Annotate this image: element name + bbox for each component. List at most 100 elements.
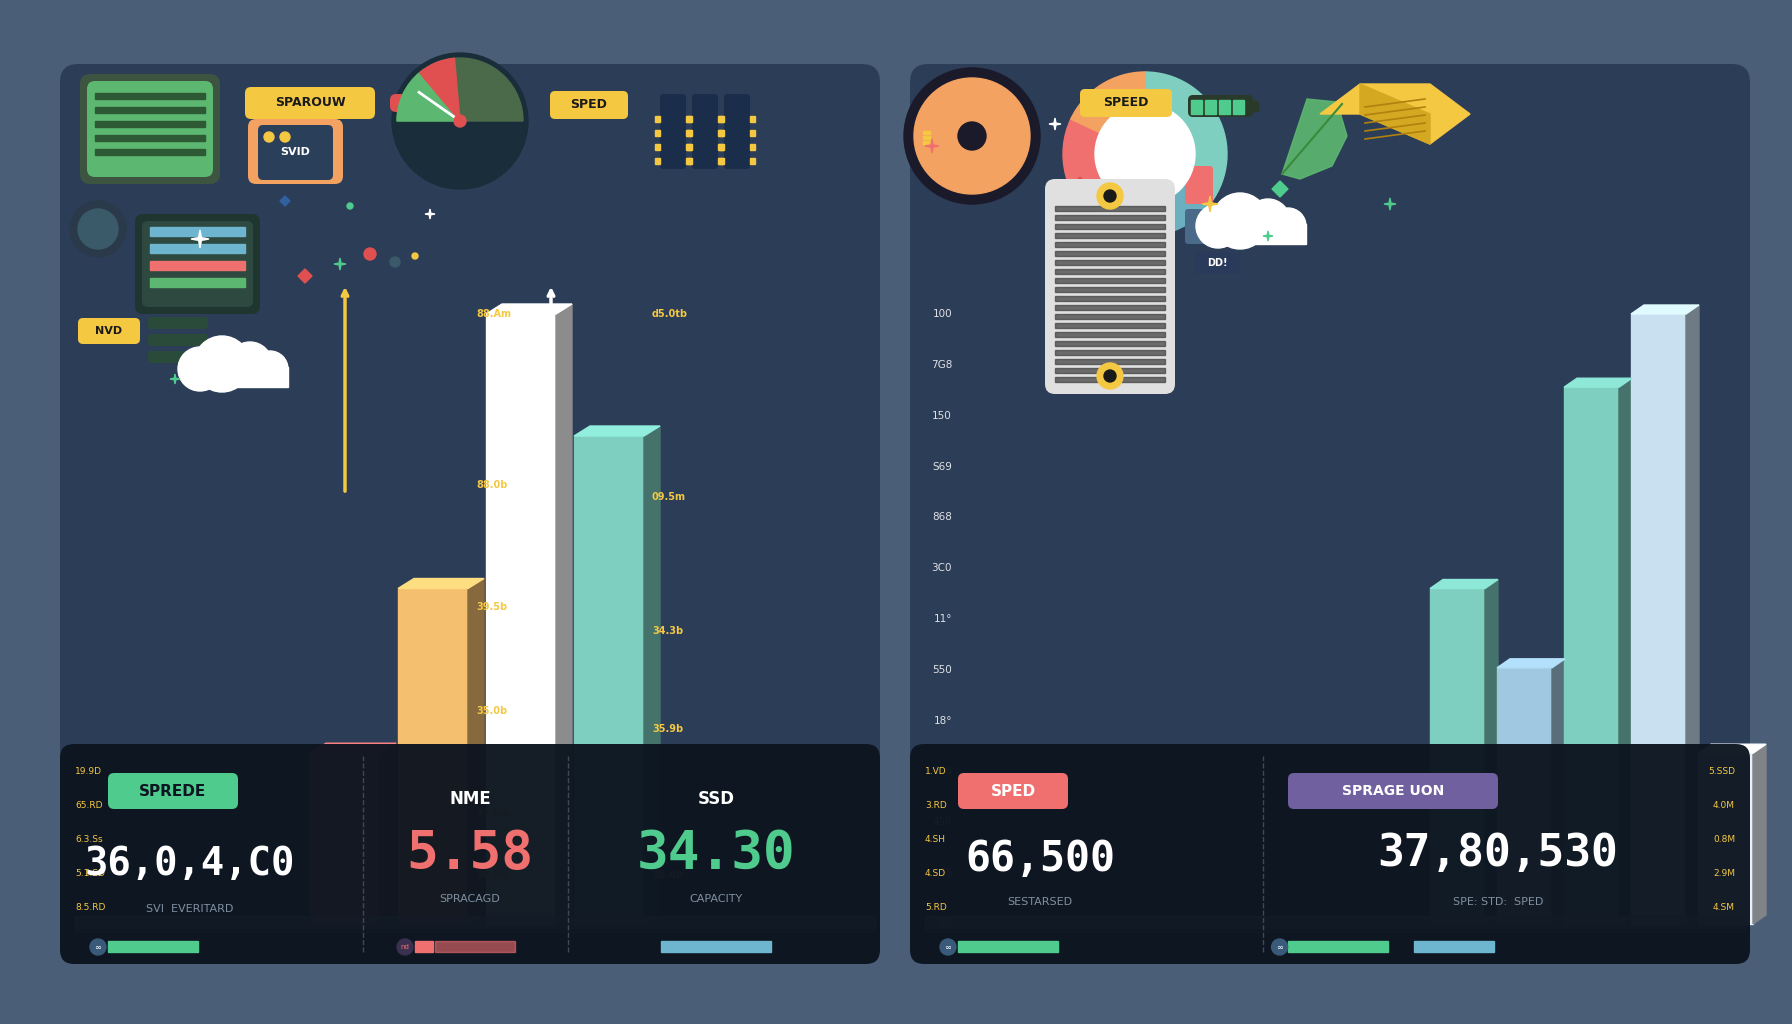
Bar	[719, 144, 722, 150]
Polygon shape	[573, 426, 659, 436]
Bar	[656, 130, 659, 136]
Text: 36,0,4,C0: 36,0,4,C0	[84, 845, 296, 883]
Polygon shape	[1552, 658, 1564, 924]
Polygon shape	[1281, 99, 1348, 179]
Bar	[1055, 242, 1165, 247]
Bar	[75, 916, 874, 928]
FancyBboxPatch shape	[108, 773, 238, 809]
Polygon shape	[1047, 244, 1057, 254]
Bar	[656, 144, 659, 150]
Text: SPRAGE UON: SPRAGE UON	[1342, 784, 1444, 798]
Bar	[686, 130, 692, 136]
Text: SVID: SVID	[280, 147, 310, 157]
Text: 11°: 11°	[934, 614, 952, 624]
FancyBboxPatch shape	[81, 74, 220, 184]
Bar	[108, 941, 197, 952]
Bar	[1055, 251, 1165, 256]
Bar	[719, 144, 724, 150]
Bar	[719, 130, 724, 136]
Bar	[1055, 269, 1165, 274]
Circle shape	[79, 209, 118, 249]
Polygon shape	[1383, 198, 1396, 210]
Circle shape	[194, 336, 251, 392]
Polygon shape	[1631, 305, 1699, 314]
Circle shape	[70, 201, 125, 257]
Polygon shape	[1321, 84, 1469, 144]
Bar	[751, 144, 754, 150]
FancyBboxPatch shape	[391, 94, 443, 112]
Text: 0.8M: 0.8M	[1713, 836, 1735, 845]
Circle shape	[941, 939, 955, 955]
Polygon shape	[556, 304, 572, 924]
Text: 868: 868	[932, 512, 952, 522]
Circle shape	[1271, 208, 1306, 244]
Bar	[197, 367, 289, 387]
FancyBboxPatch shape	[88, 81, 213, 177]
FancyBboxPatch shape	[550, 91, 627, 119]
Circle shape	[280, 132, 290, 142]
Bar	[1055, 296, 1165, 301]
Wedge shape	[398, 58, 523, 121]
Bar	[719, 116, 722, 122]
Bar	[923, 131, 930, 134]
Text: 34.30: 34.30	[636, 828, 796, 880]
Text: 4.SM: 4.SM	[1713, 903, 1735, 912]
Circle shape	[1272, 939, 1288, 955]
Text: 100: 100	[932, 309, 952, 319]
Bar	[661, 941, 771, 952]
Circle shape	[1195, 204, 1240, 248]
Bar	[656, 116, 659, 122]
FancyBboxPatch shape	[1081, 89, 1172, 117]
Text: 7G8: 7G8	[930, 359, 952, 370]
Wedge shape	[1145, 72, 1228, 202]
Circle shape	[263, 132, 274, 142]
Bar	[1055, 224, 1165, 229]
Text: 5.1.SD: 5.1.SD	[75, 869, 106, 879]
Circle shape	[914, 78, 1030, 194]
Wedge shape	[1063, 119, 1145, 220]
Text: SPRACAGD: SPRACAGD	[439, 894, 500, 904]
Text: S38: S38	[932, 767, 952, 776]
FancyBboxPatch shape	[247, 119, 342, 184]
Bar	[435, 941, 514, 952]
Bar	[1414, 941, 1495, 952]
Text: 8.5.RD: 8.5.RD	[75, 903, 106, 912]
Polygon shape	[1564, 378, 1633, 387]
Polygon shape	[486, 304, 572, 314]
Bar	[923, 136, 930, 139]
FancyBboxPatch shape	[1195, 252, 1240, 274]
Text: SPED: SPED	[991, 783, 1036, 799]
Circle shape	[1095, 104, 1195, 204]
Bar	[1055, 287, 1165, 292]
Bar	[1219, 100, 1229, 114]
Bar	[1055, 215, 1165, 220]
Polygon shape	[1202, 196, 1219, 212]
Bar	[1233, 100, 1244, 114]
Text: SESTARSED: SESTARSED	[1007, 897, 1073, 907]
Text: 38.0b: 38.0b	[477, 870, 507, 881]
FancyBboxPatch shape	[149, 334, 208, 346]
Bar	[686, 158, 692, 164]
Bar	[1055, 341, 1165, 346]
FancyBboxPatch shape	[1288, 773, 1498, 809]
Bar	[486, 314, 556, 924]
FancyBboxPatch shape	[258, 125, 333, 180]
Polygon shape	[222, 368, 238, 384]
Wedge shape	[419, 58, 461, 121]
Text: ∞: ∞	[95, 942, 102, 951]
Bar	[1288, 941, 1389, 952]
FancyBboxPatch shape	[79, 318, 140, 344]
Circle shape	[412, 253, 418, 259]
FancyBboxPatch shape	[134, 214, 260, 314]
Text: 4.0M: 4.0M	[1713, 802, 1735, 811]
Circle shape	[392, 53, 529, 189]
Wedge shape	[398, 73, 461, 121]
Bar	[1055, 332, 1165, 337]
Text: 09.5m: 09.5m	[652, 492, 686, 502]
Bar	[719, 116, 724, 122]
Text: 4.SH: 4.SH	[925, 836, 946, 845]
Text: 150: 150	[932, 411, 952, 421]
Polygon shape	[1360, 84, 1430, 144]
Circle shape	[177, 347, 222, 391]
Text: SPE: STD:  SPED: SPE: STD: SPED	[1453, 897, 1543, 907]
